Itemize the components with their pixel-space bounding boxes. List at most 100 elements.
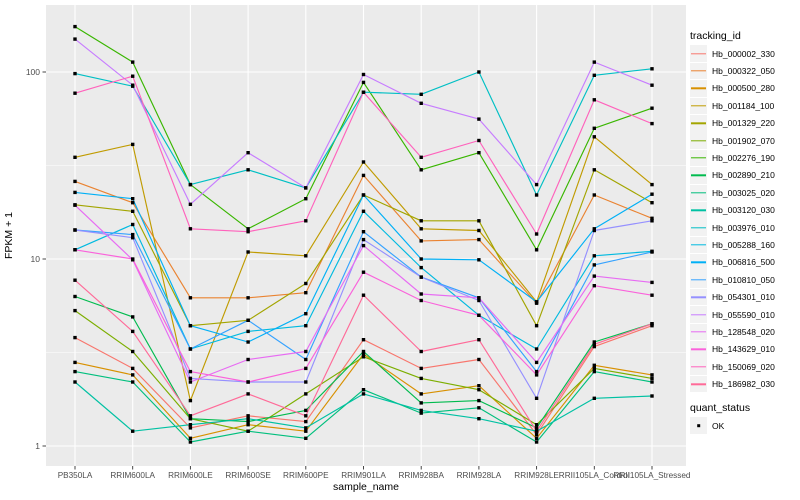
legend-key-line [691, 209, 706, 211]
data-point [361, 338, 366, 342]
data-point [188, 436, 193, 440]
legend-item-label: Hb_000002_330 [712, 48, 775, 59]
legend-key-swatch [690, 271, 707, 289]
data-point [477, 296, 481, 300]
data-point [534, 324, 539, 328]
legend-item-label: Hb_001329_220 [712, 118, 775, 129]
y-tick-label: 10 [31, 254, 41, 264]
legend-key-swatch [690, 167, 707, 184]
data-point [534, 347, 539, 351]
legend-item-Hb_003025_020: Hb_003025_020 [690, 184, 775, 202]
legend-item-label: Hb_006816_500 [712, 257, 775, 268]
data-point [534, 182, 539, 187]
legend-item-label: Hb_002890_210 [712, 170, 775, 181]
data-point [477, 237, 481, 242]
data-point [361, 90, 366, 94]
data-point [131, 197, 135, 201]
legend-item-label: Hb_186982_030 [712, 379, 775, 390]
data-point [477, 313, 481, 317]
legend-item-label: Hb_001902_070 [712, 135, 775, 146]
data-point [419, 401, 423, 405]
data-point [304, 312, 308, 316]
legend-item-Hb_128548_020: Hb_128548_020 [690, 323, 775, 341]
plot-panel [46, 5, 686, 466]
data-point [188, 417, 193, 421]
data-point [73, 308, 77, 313]
legend-key-swatch [690, 341, 707, 358]
data-point [534, 426, 539, 430]
legend-key-line [691, 313, 706, 316]
legend-item-label: Hb_054301_010 [712, 292, 775, 303]
data-point [419, 411, 423, 415]
data-point [592, 396, 596, 400]
data-point [419, 101, 423, 105]
legend-item-label: Hb_005288_160 [712, 239, 775, 250]
data-point [246, 357, 250, 362]
data-point [188, 440, 193, 444]
legend-key-swatch [690, 417, 707, 434]
data-point [188, 369, 193, 374]
legend-key-line [691, 139, 706, 142]
legend-item-Hb_003976_010: Hb_003976_010 [690, 219, 775, 236]
black-square-point-icon [696, 423, 701, 428]
data-point [73, 71, 77, 76]
data-point [131, 236, 135, 240]
legend-item-label: Hb_150069_020 [712, 361, 775, 372]
data-point [73, 369, 77, 374]
data-point [188, 182, 193, 187]
data-point [131, 429, 135, 433]
legend-item-label: Hb_000322_050 [712, 66, 775, 77]
legend-key-line [691, 279, 706, 281]
data-point [650, 373, 654, 377]
data-point [73, 155, 77, 159]
data-point [650, 293, 654, 297]
data-point [419, 227, 423, 231]
data-point [73, 37, 77, 41]
data-point [419, 275, 423, 279]
x-tick-label: RRIM928LE [514, 471, 559, 480]
data-point [131, 257, 135, 261]
data-point [650, 324, 654, 328]
data-point [592, 363, 596, 367]
data-point [650, 219, 654, 223]
legend-item-Hb_002890_210: Hb_002890_210 [690, 167, 775, 184]
data-point [304, 197, 308, 201]
data-point [188, 296, 193, 300]
data-point [650, 394, 654, 398]
data-point [477, 258, 481, 262]
data-point [592, 342, 596, 346]
data-point [477, 406, 481, 410]
legend-item-Hb_186982_030: Hb_186982_030 [690, 375, 775, 393]
data-point [477, 219, 481, 223]
data-point [419, 239, 423, 243]
data-point [361, 80, 366, 85]
legend-key-line [691, 105, 706, 107]
data-point [246, 151, 250, 155]
legend-key-swatch [690, 201, 707, 219]
legend-item-label: Hb_143629_010 [712, 344, 775, 355]
data-point [304, 324, 308, 328]
axis-ticks [42, 71, 653, 470]
data-point [188, 426, 193, 430]
x-tick-labels: PB350LA RRIM600LA RRIM600LE RRIM600SE RRIM60… [58, 471, 691, 480]
data-point [188, 423, 193, 427]
legend-key-swatch [690, 80, 707, 97]
data-point [304, 357, 308, 362]
data-point [534, 436, 539, 440]
data-point [246, 340, 250, 344]
data-point [361, 173, 366, 178]
data-point [650, 380, 654, 384]
data-point [477, 398, 481, 403]
data-point [246, 168, 250, 172]
data-point [477, 384, 481, 388]
x-tick-label: RRII105LA_Stressed [614, 471, 691, 480]
data-point [650, 216, 654, 220]
data-point [592, 98, 596, 102]
data-point [361, 293, 366, 297]
data-point [304, 392, 308, 396]
legend-item-Hb_001184_100: Hb_001184_100 [690, 97, 775, 115]
data-point [592, 344, 596, 349]
x-tick-label: RRIM600PE [283, 471, 329, 480]
legend-key-line [691, 226, 706, 229]
